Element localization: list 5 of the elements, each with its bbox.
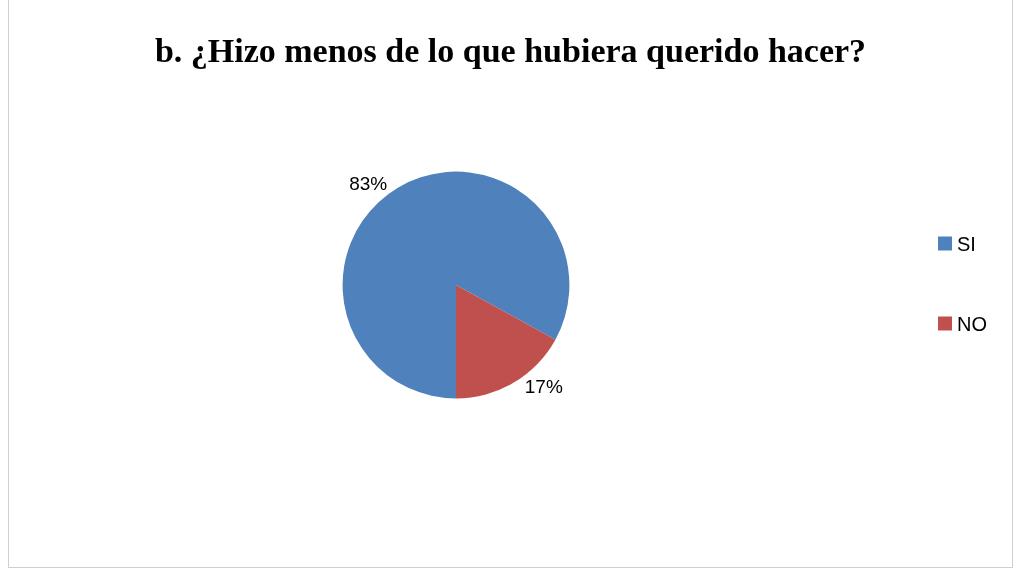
data-label: 83% [349, 173, 388, 195]
legend-label: SI [957, 232, 976, 255]
chart-title: b. ¿Hizo menos de lo que hubiera querido hacer? [154, 31, 867, 69]
legend-label: NO [957, 312, 987, 335]
data-label: 17% [524, 375, 563, 397]
